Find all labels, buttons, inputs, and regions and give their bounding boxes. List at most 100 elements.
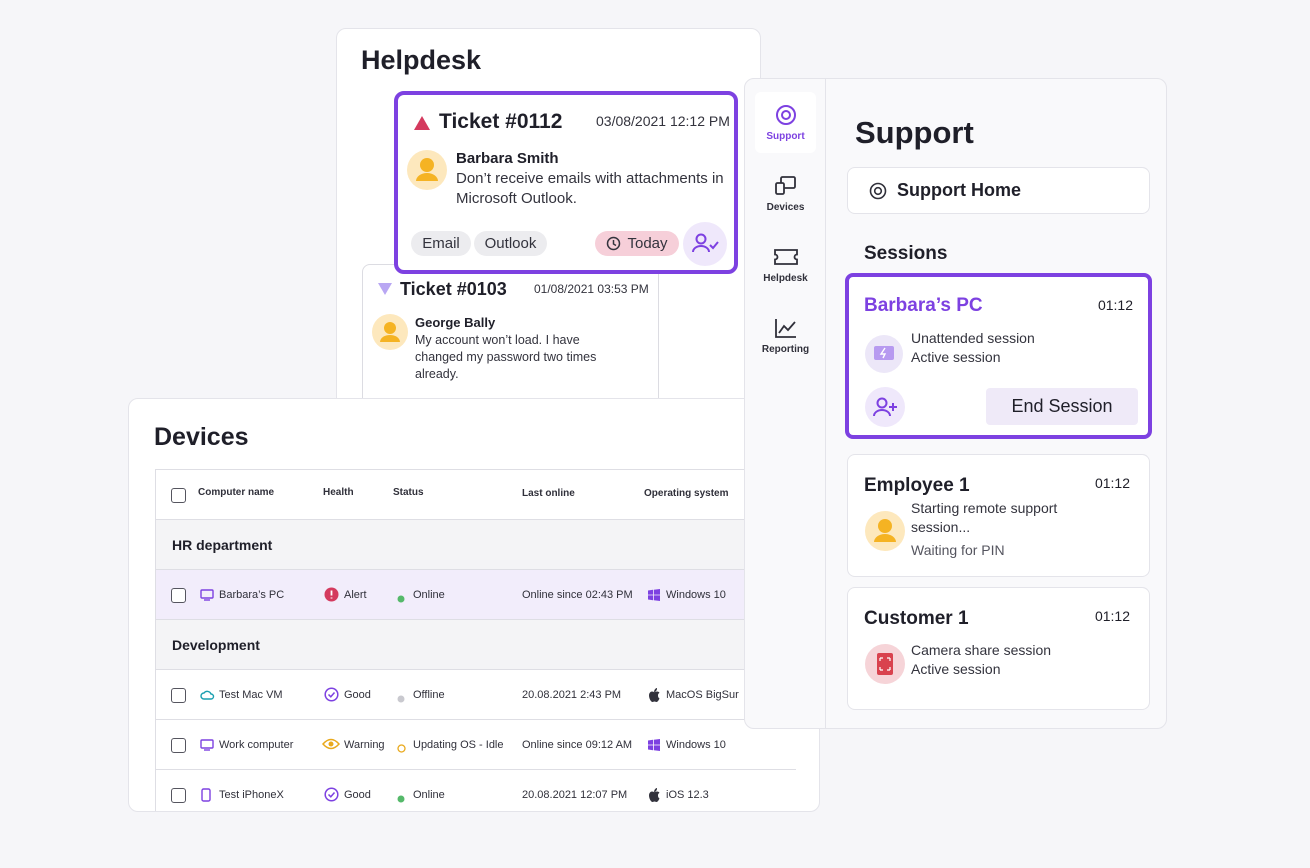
os: Windows 10 (666, 739, 726, 751)
session-time: 01:12 (1094, 608, 1130, 624)
icon (321, 738, 341, 750)
health-icon (321, 737, 341, 755)
column-header: Last online (522, 488, 575, 499)
checkbox[interactable] (171, 588, 186, 603)
support-title: Support (855, 115, 974, 150)
ticket-card-selected[interactable]: Ticket #0112 03/08/2021 12:12 PM Barbara… (394, 91, 738, 274)
status: Online (413, 589, 445, 601)
nav-item[interactable]: Reporting (761, 344, 810, 355)
icon (397, 595, 405, 603)
session-time: 01:12 (1097, 297, 1133, 313)
ticket-message: My account won’t load. I have changed my… (415, 333, 597, 381)
support-home-button[interactable]: Support Home (847, 167, 1150, 214)
device-row[interactable]: Barbara’s PC Alert Online Online since 02:4… (156, 569, 796, 619)
status-dot (397, 690, 405, 708)
tag[interactable]: Outlook (474, 231, 547, 256)
session-name: Employee 1 (864, 475, 970, 496)
checkbox[interactable] (171, 738, 186, 753)
avatar (372, 314, 408, 350)
icon (397, 695, 405, 703)
status: Updating OS - Idle (413, 739, 504, 751)
device-name: Test iPhoneX (219, 789, 284, 801)
icon (649, 688, 660, 702)
os: MacOS BigSur (666, 689, 739, 701)
checkbox[interactable] (171, 688, 186, 703)
nav-icon (774, 249, 798, 265)
home-icon (869, 182, 887, 200)
ticket-message: Don’t receive emails with attachments in… (456, 170, 724, 207)
clock-icon (607, 236, 621, 251)
checkbox[interactable] (171, 488, 186, 503)
health-icon (324, 587, 339, 607)
icon (648, 739, 660, 751)
nav-item[interactable]: Devices (766, 202, 805, 213)
session-line: Waiting for PIN (911, 542, 1005, 558)
nav-icon (776, 105, 796, 125)
session-line: Active session (911, 661, 1001, 677)
checkbox[interactable] (171, 788, 186, 803)
device-row[interactable]: Test iPhoneX Good Online 20.08.2021 12:07 P… (156, 769, 796, 811)
devices-panel: Devices Computer name Health Status Last on… (128, 398, 820, 812)
icon (324, 687, 339, 702)
device-icon (200, 688, 215, 706)
support-panel: Support Devices Helpdesk Reporting Suppo… (744, 78, 1167, 729)
session-line: Camera share session (911, 642, 1052, 658)
device-row[interactable]: Work computer Warning Updating OS - Idle On… (156, 719, 796, 769)
device-name: Work computer (219, 739, 294, 751)
ticket-date: 03/08/2021 12:12 PM (596, 113, 730, 129)
session-line: Starting remote support session... (911, 500, 1058, 535)
avatar (407, 150, 447, 190)
health: Good (344, 789, 371, 801)
session-time: 01:12 (1094, 475, 1130, 491)
os-icon (648, 688, 660, 707)
session-name: Customer 1 (864, 608, 969, 629)
ticket-card[interactable]: Ticket #0103 01/08/2021 03:53 PM George … (362, 264, 659, 414)
session-icon (865, 335, 903, 373)
assign-button[interactable] (683, 222, 727, 266)
status: Offline (413, 689, 445, 701)
sessions-heading: Sessions (864, 243, 948, 264)
icon (324, 787, 339, 802)
os-icon (648, 738, 660, 756)
status: Online (413, 789, 445, 801)
devices-table: Computer name Health Status Last online Oper… (155, 469, 796, 811)
device-icon (200, 738, 214, 756)
health: Alert (344, 589, 367, 601)
icon (397, 744, 406, 753)
session-card[interactable]: Customer 1 01:12 Camera share session Ac… (847, 587, 1150, 710)
device-row[interactable]: Test Mac VM Good Offline 20.08.2021 2:43 PM… (156, 669, 796, 719)
priority-icon (414, 116, 430, 130)
end-session-button[interactable]: End Session (986, 388, 1138, 425)
column-header: Computer name (198, 487, 275, 498)
health-icon (324, 787, 339, 807)
nav-item[interactable]: Support (766, 131, 805, 142)
column-header: Operating system (644, 488, 729, 499)
add-user-button[interactable] (865, 387, 905, 427)
support-home-label: Support Home (897, 180, 1021, 200)
helpdesk-title: Helpdesk (361, 45, 482, 75)
ticket-name: Barbara Smith (456, 150, 559, 167)
priority-icon (378, 283, 392, 295)
session-icon (865, 644, 905, 684)
icon (324, 587, 339, 602)
device-icon (200, 788, 212, 807)
health: Good (344, 689, 371, 701)
avatar (865, 511, 905, 551)
nav-active-bg (755, 92, 816, 153)
nav-item[interactable]: Helpdesk (763, 273, 808, 284)
tag[interactable]: Email (411, 231, 471, 256)
due-text: Today (627, 235, 668, 252)
health-icon (324, 687, 339, 707)
icon (201, 788, 211, 802)
ticket-id: Ticket #0103 (400, 279, 507, 299)
device-name: Barbara’s PC (219, 589, 285, 601)
os: iOS 12.3 (666, 789, 709, 801)
ticket-id: Ticket #0112 (439, 110, 563, 133)
column-header: Status (393, 487, 424, 498)
group-name: Development (172, 637, 260, 653)
session-card[interactable]: Employee 1 01:12 Starting remote support… (847, 454, 1150, 577)
group-row: HR department (156, 519, 796, 569)
ticket-name: George Bally (415, 315, 496, 330)
session-card-active[interactable]: Barbara’s PC 01:12 Unattended session Ac… (845, 273, 1152, 439)
